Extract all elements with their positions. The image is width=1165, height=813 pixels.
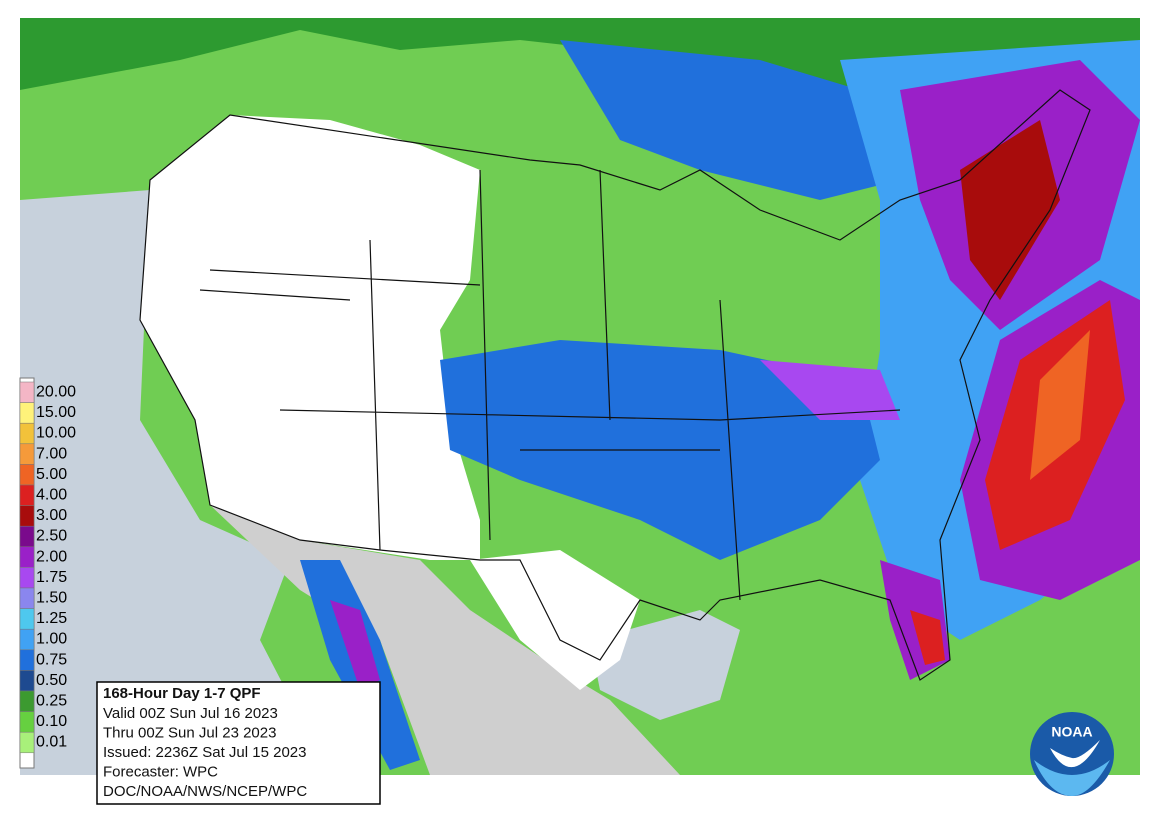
info-line: Thru 00Z Sun Jul 23 2023 bbox=[103, 724, 276, 741]
qpf-ne-max bbox=[960, 120, 1060, 300]
legend-swatch bbox=[19, 711, 35, 733]
info-frame bbox=[96, 681, 381, 805]
dry-west bbox=[140, 115, 480, 560]
qpf-canada bbox=[560, 40, 900, 200]
info-box: 168-Hour Day 1-7 QPF Valid 00Z Sun Jul 1… bbox=[96, 681, 381, 805]
legend-label: 15.00 bbox=[36, 404, 76, 421]
dry-texas bbox=[470, 550, 640, 690]
legend-swatch bbox=[19, 505, 35, 527]
info-line: Forecaster: WPC bbox=[103, 763, 218, 780]
legend-label: 3.00 bbox=[36, 507, 67, 524]
legend: 20.00 15.00 10.00 7.00 5.00 4.00 3.00 2.50 2.00 1… bbox=[19, 377, 76, 769]
legend-swatch bbox=[19, 402, 35, 424]
legend-label: 0.01 bbox=[36, 734, 67, 751]
legend-label: 20.00 bbox=[36, 384, 76, 401]
noaa-logo: NOAA bbox=[1030, 712, 1114, 796]
legend-label: 7.00 bbox=[36, 445, 67, 462]
legend-swatch bbox=[19, 649, 35, 671]
legend-label: 10.00 bbox=[36, 425, 76, 442]
legend-swatch bbox=[19, 690, 35, 712]
info-line: Issued: 2236Z Sat Jul 15 2023 bbox=[103, 744, 306, 761]
legend-swatch bbox=[19, 608, 35, 630]
legend-label: 0.25 bbox=[36, 693, 67, 710]
legend-swatch bbox=[19, 381, 35, 403]
legend-swatch bbox=[19, 546, 35, 568]
legend-label: 1.00 bbox=[36, 631, 67, 648]
info-lines: Valid 00Z Sun Jul 16 2023 Thru 00Z Sun Ju… bbox=[103, 705, 307, 800]
pacific bbox=[20, 190, 330, 775]
qpf-mexico-max bbox=[330, 600, 380, 690]
legend-swatch bbox=[19, 422, 35, 445]
legend-label: 1.25 bbox=[36, 610, 67, 627]
legend-label: 4.00 bbox=[36, 487, 67, 504]
us-outline bbox=[139, 89, 1091, 681]
legend-label: 0.50 bbox=[36, 672, 67, 689]
legend-swatch bbox=[19, 464, 35, 486]
logo-gull bbox=[1050, 740, 1100, 768]
legend-swatch bbox=[19, 731, 35, 754]
legend-swatch bbox=[19, 670, 35, 692]
qpf-north bbox=[20, 18, 1140, 120]
legend-label: 1.75 bbox=[36, 569, 67, 586]
legend-swatch bbox=[19, 484, 35, 506]
legend-swatch bbox=[19, 567, 35, 589]
info-line: DOC/NOAA/NWS/NCEP/WPC bbox=[103, 783, 307, 800]
info-title: 168-Hour Day 1-7 QPF bbox=[103, 685, 261, 702]
legend-swatch bbox=[19, 628, 35, 651]
qpf-florida-max bbox=[910, 610, 945, 665]
legend-label: 2.50 bbox=[36, 528, 67, 545]
map bbox=[20, 18, 1140, 775]
legend-label: 5.00 bbox=[36, 466, 67, 483]
legend-label: 2.00 bbox=[36, 548, 67, 565]
logo-wave bbox=[1034, 760, 1110, 796]
legend-swatch bbox=[19, 525, 35, 548]
legend-swatch bbox=[19, 587, 35, 609]
state-borders bbox=[199, 169, 901, 601]
legend-label: 0.10 bbox=[36, 713, 67, 730]
legend-swatch bbox=[19, 443, 35, 465]
qpf-atlantic-peak bbox=[1030, 330, 1090, 480]
info-line: Valid 00Z Sun Jul 16 2023 bbox=[103, 705, 278, 722]
qpf-ohio bbox=[760, 360, 900, 420]
legend-label: 0.75 bbox=[36, 651, 67, 668]
legend-label: 1.50 bbox=[36, 590, 67, 607]
logo-text: NOAA bbox=[1051, 724, 1092, 740]
